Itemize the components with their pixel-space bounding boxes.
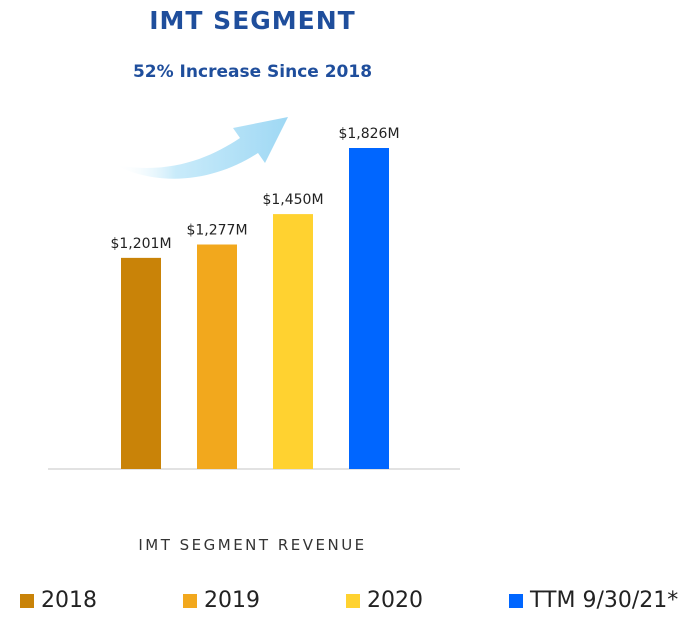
bar-ttm <box>349 148 389 469</box>
legend-label-2019: 2019 <box>204 588 260 613</box>
legend: 2018 2019 2020 TTM 9/30/21* <box>0 588 696 618</box>
bar-2018 <box>121 257 161 469</box>
data-label-ttm: $1,826M <box>338 126 399 142</box>
data-label-2020: $1,450M <box>262 192 323 208</box>
legend-label-2020: 2020 <box>367 588 423 613</box>
data-label-2018: $1,201M <box>110 236 171 252</box>
data-labels-group: $1,201M $1,277M $1,450M $1,826M <box>110 126 399 252</box>
bar-2020 <box>273 214 313 469</box>
chart-subtitle: 52% Increase Since 2018 <box>132 62 373 82</box>
data-label-2019: $1,277M <box>186 223 247 239</box>
legend-item-2018: 2018 <box>20 588 97 613</box>
legend-item-ttm: TTM 9/30/21* <box>509 588 678 613</box>
legend-item-2020: 2020 <box>346 588 423 613</box>
trend-arrow-icon <box>115 117 288 179</box>
chart-caption: IMT SEGMENT REVENUE <box>138 536 367 554</box>
legend-swatch-2019 <box>183 593 197 608</box>
legend-swatch-2020 <box>346 593 360 608</box>
legend-label-ttm: TTM 9/30/21* <box>530 588 679 613</box>
legend-label-2018: 2018 <box>41 588 97 613</box>
legend-swatch-2018 <box>20 593 34 608</box>
bar-2019 <box>197 244 237 469</box>
legend-swatch-ttm <box>509 593 523 608</box>
legend-item-2019: 2019 <box>183 588 260 613</box>
chart-title: IMT SEGMENT <box>149 6 356 35</box>
bars-group <box>121 148 389 469</box>
